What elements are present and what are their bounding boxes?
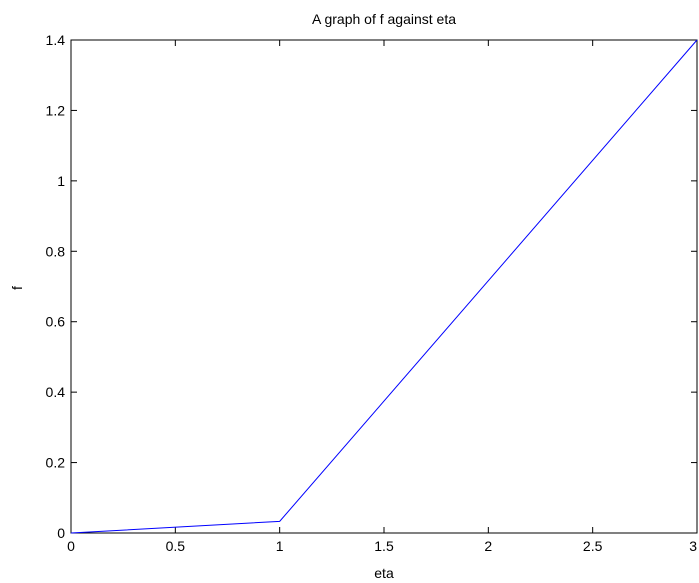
y-tick-label: 0.2 [46,455,66,471]
series-layer [70,39,698,534]
y-tick-label: 0.6 [46,314,66,330]
series-line [70,39,698,534]
plot-area [70,39,698,534]
x-tick-label: 1 [276,538,284,554]
y-tick-label: 1.4 [46,32,66,48]
y-tick-label: 1.2 [46,102,66,118]
x-tick-label: 1.5 [374,538,394,554]
x-tick-label: 0.5 [166,538,186,554]
x-tick-label: 0 [67,538,75,554]
chart-title: A graph of f against eta [312,11,456,27]
y-tick-label: 0.4 [46,384,66,400]
x-tick-label: 2.5 [583,538,603,554]
x-tick-label: 2 [484,538,492,554]
y-axis-label: f [9,286,25,290]
x-axis-label: eta [374,565,394,581]
y-tick-label: 0.8 [46,243,66,259]
x-tick-label: 3 [689,538,697,554]
ticks-layer: 0 0.5 1 1.5 2 2.5 3 0 0.2 0.4 0.6 0.8 1 1.2 1.4 [46,32,698,554]
y-tick-label: 1 [57,173,65,189]
y-tick-label: 0 [57,525,65,541]
